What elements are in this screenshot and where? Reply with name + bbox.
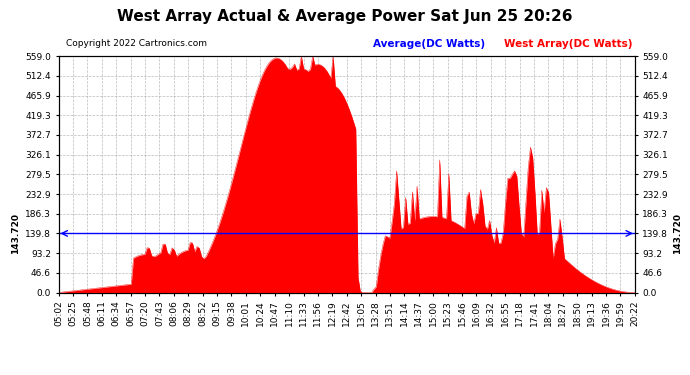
Text: Average(DC Watts): Average(DC Watts) [373,39,484,50]
Text: West Array Actual & Average Power Sat Jun 25 20:26: West Array Actual & Average Power Sat Ju… [117,9,573,24]
Text: 143.720: 143.720 [11,213,20,254]
Text: Copyright 2022 Cartronics.com: Copyright 2022 Cartronics.com [66,39,206,48]
Text: 143.720: 143.720 [673,213,682,254]
Text: West Array(DC Watts): West Array(DC Watts) [504,39,632,50]
